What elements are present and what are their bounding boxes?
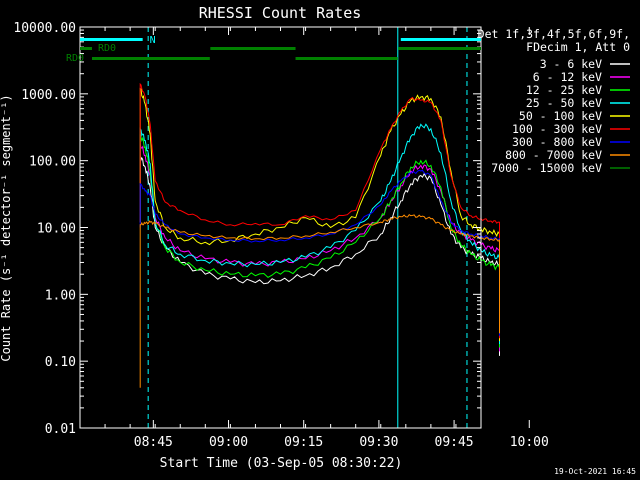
annotation-n: N [150,35,156,46]
attenuator-annotations: N RD0 RD0 [66,35,481,64]
legend-entry-label: 3 - 6 keV [540,57,602,71]
x-tick-label: 09:15 [284,435,323,450]
x-tick-label: 08:45 [134,435,173,450]
y-tick-label: 10.00 [37,222,76,237]
legend-entry-label: 6 - 12 keV [533,70,602,84]
n-state-bar [80,38,143,41]
series-line-5 [139,82,500,339]
legend-entry-label: 7000 - 15000 keV [491,161,602,175]
series-line-6 [139,169,500,336]
annotation-rd0-left: RD0 [66,53,84,64]
legend-header: FDecim 1, Att 0 [526,40,630,54]
chart-title: RHESSI Count Rates [199,4,362,22]
x-tick-label: 10:00 [510,435,549,450]
series-lines [139,82,500,388]
legend-entry-label: 300 - 800 keV [512,135,602,149]
series-line-4 [139,87,500,341]
legend-entry-label: 800 - 7000 keV [505,148,602,162]
y-axis-label: Count Rate (s⁻¹ detector⁻¹ segment⁻¹) [0,94,13,361]
y-tick-label: 1000.00 [21,88,76,103]
rd-bar [92,57,210,60]
legend-header: Det 1f,3f,4f,5f,6f,9f, [478,27,630,41]
legend: Det 1f,3f,4f,5f,6f,9f,FDecim 1, Att 0 3 -… [478,27,630,175]
n-state-bar [400,38,481,41]
x-tick-label: 09:30 [359,435,398,450]
series-line-3 [139,123,500,345]
y-tick-label: 10000.00 [13,21,76,36]
rd-bar [398,47,481,50]
legend-entry-label: 12 - 25 keV [526,83,602,97]
footer-date: 19-Oct-2021 16:45 [554,467,636,476]
series-line-0 [139,155,500,356]
rd-bar [295,57,398,60]
x-tick-label: 09:45 [435,435,474,450]
y-tick-label: 0.10 [45,355,76,370]
legend-entry-label: 100 - 300 keV [512,122,602,136]
series-line-7 [139,214,500,388]
y-tick-label: 0.01 [45,422,76,437]
rd-bar [210,47,296,50]
legend-entry-label: 50 - 100 keV [519,109,602,123]
y-axis: 10000.00 1000.00 100.00 10.00 1.00 0.10 0.01 [13,21,481,437]
annotation-rd0: RD0 [98,43,116,54]
y-tick-label: 100.00 [29,155,76,170]
x-axis: 08:45 09:00 09:15 09:30 09:45 10:00 [79,27,549,450]
legend-entry-label: 25 - 50 keV [526,96,602,110]
rd-bar [80,47,92,50]
series-line-2 [139,133,500,348]
series-line-1 [139,143,500,352]
y-tick-label: 1.00 [45,288,76,303]
x-axis-label: Start Time (03-Sep-05 08:30:22) [160,456,403,471]
x-tick-label: 09:00 [209,435,248,450]
